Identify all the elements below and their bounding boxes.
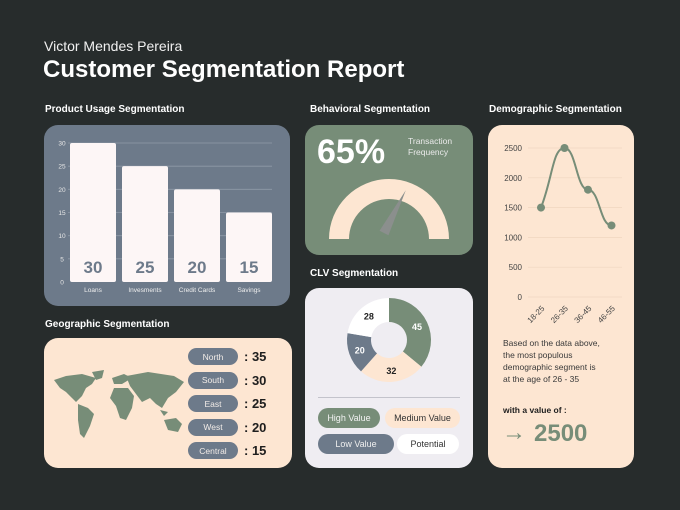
y-tick-label: 15 [58, 210, 66, 217]
region-pill: East [188, 395, 238, 412]
bar-value-label: 30 [84, 258, 103, 277]
divider [318, 397, 460, 398]
x-tick-label: Credit Cards [179, 287, 216, 294]
y-tick-label: 20 [58, 187, 66, 194]
series-line [540, 146, 612, 227]
y-tick-label: 25 [58, 164, 66, 171]
line-chart: 0 500 1000 1500 2000 2500 18-25 26-35 36-45 46-55 [504, 144, 622, 325]
bar [122, 166, 168, 282]
behavioral-heading: Behavioral Segmentation [310, 104, 431, 115]
y-tick-label: 0 [518, 293, 523, 302]
caption-line: Transaction [408, 136, 453, 146]
page-title: Customer Segmentation Report [43, 56, 405, 83]
y-tick-label: 0 [60, 280, 64, 287]
x-tick-label: 18-25 [526, 304, 547, 325]
region-value: : 25 [244, 396, 267, 411]
bar-value-label: 15 [240, 258, 259, 277]
note-line: at the age of 26 - 35 [503, 374, 580, 384]
legend-medium-value: Medium Value [385, 408, 460, 428]
region-pill: South [188, 371, 238, 389]
caption-line: Frequency [408, 147, 449, 157]
x-tick-label: Savings [237, 287, 261, 294]
percent-value: 65% [317, 133, 386, 171]
demographic-card: 0 500 1000 1500 2000 2500 18-25 26-35 36-45 46-55… [488, 125, 634, 468]
y-tick-label: 1500 [504, 204, 522, 213]
region-pill: West [188, 418, 238, 436]
y-tick-label: 2000 [504, 174, 522, 183]
x-tick-label: 26-35 [549, 304, 570, 325]
region-value: : 15 [244, 443, 267, 458]
legend-low-value: Low Value [318, 434, 394, 454]
donut-value-label: 20 [355, 345, 365, 355]
y-tick-label: 2500 [504, 144, 522, 153]
donut-segment [347, 298, 389, 338]
legend-high-value: High Value [318, 408, 380, 428]
donut-value-label: 32 [386, 366, 396, 376]
donut-value-label: 45 [412, 322, 422, 332]
bar [174, 189, 220, 282]
geographic-card: North : 35 South : 30 East : 25 West : 20 Centra… [44, 338, 292, 468]
geographic-heading: Geographic Segmentation [45, 319, 170, 330]
donut-segment [389, 298, 431, 367]
demographic-note: Based on the data above, the most populo… [503, 337, 600, 385]
data-point [537, 203, 545, 212]
clv-card: 45 32 20 28 High Value Medium Value Low Val… [305, 288, 473, 468]
y-tick-label: 10 [58, 233, 66, 240]
region-pill: North [188, 348, 238, 365]
donut-value-label: 28 [364, 311, 374, 321]
donut-chart: 45 32 20 28 [347, 298, 431, 382]
product-usage-card: 0 5 10 15 20 25 30 30 Loans 25 Invesments 20 Credit … [44, 125, 290, 306]
gauge [329, 179, 449, 239]
donut-segment [347, 333, 378, 372]
gauge-caption: Transaction Frequency [408, 136, 452, 158]
data-point [607, 221, 616, 230]
world-map-image [54, 370, 184, 438]
bar [226, 212, 272, 282]
gauge-needle [379, 190, 406, 236]
region-value: : 20 [244, 419, 267, 435]
x-tick-label: 36-45 [573, 304, 594, 325]
clv-heading: CLV Segmentation [310, 268, 399, 279]
bar-value-label: 20 [188, 258, 207, 277]
data-point [560, 144, 569, 152]
legend-potential: Potential [397, 434, 459, 454]
note-line: the most populous [503, 350, 573, 360]
demographic-heading: Demographic Segmentation [489, 104, 622, 115]
region-value: : 35 [244, 349, 267, 364]
data-point [584, 185, 592, 194]
value-label: with a value of : [503, 405, 567, 415]
y-tick-label: 500 [509, 263, 523, 272]
top-value: 2500 [534, 420, 588, 447]
donut-segment [361, 351, 422, 382]
bar [70, 143, 116, 282]
region-value: : 30 [244, 372, 267, 388]
product-heading: Product Usage Segmentation [45, 104, 185, 115]
x-tick-label: Loans [84, 287, 102, 294]
x-tick-label: 46-55 [596, 304, 617, 325]
y-tick-label: 30 [58, 141, 66, 148]
x-tick-label: Invesments [128, 287, 162, 294]
gauge-arc [329, 179, 449, 239]
note-line: demographic segment is [503, 362, 596, 372]
bar-value-label: 25 [136, 258, 155, 277]
note-line: Based on the data above, [503, 338, 600, 348]
y-tick-label: 1000 [504, 233, 522, 242]
y-tick-label: 5 [60, 256, 64, 263]
author-name: Victor Mendes Pereira [44, 38, 183, 54]
bar-chart: 0 5 10 15 20 25 30 30 Loans 25 Invesments 20 Credit … [58, 141, 272, 294]
region-pill: Central [188, 442, 238, 459]
behavioral-card: 65% Transaction Frequency [305, 125, 473, 255]
arrow-right-icon: → [502, 419, 526, 446]
